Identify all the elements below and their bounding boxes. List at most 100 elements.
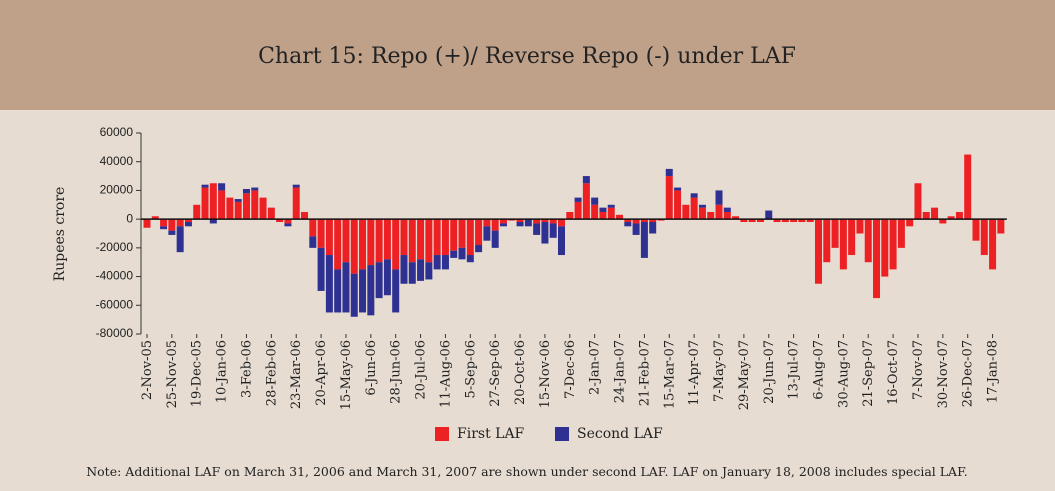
- bar: [201, 187, 209, 220]
- x-tick-label: 10-Jan-06: [215, 340, 230, 403]
- x-tick-label: 15-Nov-06: [538, 340, 553, 408]
- bar: [309, 219, 317, 237]
- bar: [168, 219, 176, 231]
- bar: [549, 223, 557, 238]
- bar: [350, 219, 358, 274]
- bar: [980, 219, 988, 256]
- bar: [698, 207, 706, 220]
- bar: [707, 211, 715, 220]
- bar: [433, 219, 441, 256]
- x-tick-label: 7-Dec-06: [563, 340, 578, 399]
- legend-swatch: [555, 427, 569, 441]
- x-tick-label: 6-Jun-06: [364, 340, 379, 396]
- y-tick-label: 20000: [100, 183, 134, 197]
- x-tick-label: 17-Jan-08: [986, 340, 1001, 403]
- bar: [417, 219, 425, 260]
- bar: [665, 168, 673, 177]
- bar: [798, 219, 806, 223]
- x-tick-label: 6-Aug-07: [811, 340, 826, 400]
- x-tick-label: 7-Nov-07: [911, 340, 926, 400]
- bar: [408, 262, 416, 284]
- bar: [640, 222, 648, 258]
- x-tick-label: 5-Sep-06: [463, 340, 478, 399]
- x-tick-label: 16-Oct-07: [886, 340, 901, 405]
- bar: [251, 187, 259, 191]
- bar: [541, 222, 549, 244]
- bar: [317, 247, 325, 291]
- x-tick-label: 2-Nov-05: [140, 340, 155, 400]
- bar: [897, 219, 905, 248]
- x-tick-label: 20-Jun-07: [762, 340, 777, 404]
- bar: [441, 219, 449, 256]
- bar: [359, 219, 367, 270]
- legend-label: Second LAF: [577, 426, 663, 442]
- x-tick-label: 7-May-07: [712, 340, 727, 402]
- bar: [234, 201, 242, 220]
- y-tick-label: 60000: [100, 125, 134, 139]
- bar: [931, 207, 939, 220]
- bar: [533, 219, 541, 224]
- bar: [839, 219, 847, 270]
- bar: [715, 204, 723, 220]
- bar: [193, 204, 201, 220]
- bar: [259, 197, 267, 220]
- x-tick-label: 15-Mar-07: [662, 340, 677, 409]
- y-tick-label: -20000: [96, 240, 134, 254]
- bar: [359, 269, 367, 313]
- bar: [168, 230, 176, 235]
- bar: [450, 219, 458, 251]
- bar: [649, 222, 657, 234]
- bar: [516, 219, 524, 223]
- bar: [624, 219, 632, 223]
- bar: [939, 219, 947, 224]
- bar: [823, 219, 831, 263]
- bar: [524, 219, 532, 227]
- bar: [499, 223, 507, 227]
- x-tick-label: 26-Dec-07: [961, 340, 976, 407]
- bar: [748, 219, 756, 223]
- bar: [201, 184, 209, 188]
- bar: [715, 190, 723, 205]
- bar: [665, 176, 673, 220]
- bar: [574, 197, 582, 202]
- bar: [251, 190, 259, 220]
- bar: [723, 211, 731, 220]
- x-tick-label: 29-May-07: [737, 340, 752, 410]
- bar: [276, 219, 284, 223]
- bar: [425, 262, 433, 280]
- bar: [375, 262, 383, 299]
- bar: [475, 219, 483, 245]
- bar: [400, 255, 408, 284]
- bar: [814, 219, 822, 284]
- bar: [350, 273, 358, 317]
- x-tick-label: 23-Mar-06: [289, 340, 304, 409]
- x-tick-label: 15-May-06: [339, 340, 354, 410]
- bar: [723, 207, 731, 212]
- bar: [690, 197, 698, 220]
- bar: [242, 188, 250, 194]
- bar: [292, 187, 300, 220]
- bar: [690, 193, 698, 198]
- bar: [151, 216, 159, 220]
- x-tick-label: 21-Sep-07: [861, 340, 876, 407]
- bar: [964, 154, 972, 220]
- bar: [392, 269, 400, 313]
- bar: [433, 255, 441, 270]
- bar: [698, 204, 706, 208]
- bar: [881, 219, 889, 277]
- bar: [483, 219, 491, 227]
- bar: [674, 190, 682, 220]
- bar: [209, 183, 217, 220]
- bar: [997, 219, 1005, 234]
- bar: [914, 183, 922, 220]
- bar: [599, 207, 607, 212]
- bar: [955, 211, 963, 220]
- bar: [591, 204, 599, 220]
- bar: [392, 219, 400, 270]
- bar: [848, 219, 856, 256]
- x-tick-label: 20-Oct-06: [513, 340, 528, 405]
- legend-label: First LAF: [457, 426, 525, 442]
- bar: [209, 219, 217, 224]
- x-tick-label: 13-Jul-07: [787, 340, 802, 400]
- bar: [325, 219, 333, 256]
